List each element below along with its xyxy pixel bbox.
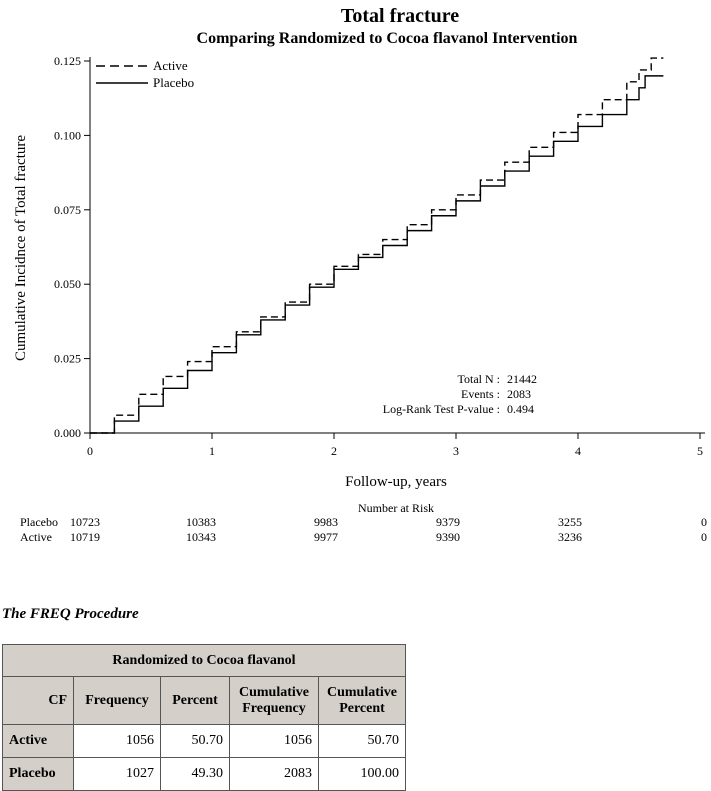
table-row: Placebo 1027 49.30 2083 100.00 [2, 757, 406, 791]
cell-frequency: 1056 [73, 724, 161, 758]
legend-label: Placebo [153, 75, 194, 90]
cell-cumulative-frequency: 1056 [229, 724, 319, 758]
risk-row-label: Active [20, 530, 52, 544]
chart-title: Total fracture [341, 5, 459, 27]
chart: Total fracture Comparing Randomized to C… [13, 5, 707, 544]
cell-cumulative-percent: 100.00 [318, 757, 406, 791]
x-tick-label: 0 [87, 444, 93, 458]
header-cumulative-percent: Cumulative Percent [318, 676, 406, 725]
legend-label: Active [153, 58, 188, 73]
row-label: Placebo [2, 757, 74, 791]
risk-value: 9379 [436, 515, 460, 529]
cell-cumulative-percent: 50.70 [318, 724, 406, 758]
risk-value: 10719 [70, 530, 100, 544]
cell-percent: 50.70 [160, 724, 230, 758]
y-tick-label: 0.025 [54, 352, 81, 366]
x-axis-label: Follow-up, years [345, 474, 447, 490]
y-tick-label: 0.075 [54, 203, 81, 217]
header-cumulative-frequency: Cumulative Frequency [229, 676, 319, 725]
risk-value: 10343 [186, 530, 216, 544]
risk-value: 0 [701, 530, 707, 544]
y-axis-label: Cumulative Incidnce of Total fracture [13, 135, 29, 361]
x-tick-label: 1 [209, 444, 215, 458]
stat-value: 2083 [507, 387, 531, 401]
axes: 0 1 2 3 4 5 0.000 0.025 0.050 0.075 0.100 0.125 [54, 54, 705, 458]
header-frequency: Frequency [73, 676, 161, 725]
row-label: Active [2, 724, 74, 758]
risk-value: 10383 [186, 515, 216, 529]
stat-value: 21442 [507, 372, 537, 386]
series-line-placebo [90, 75, 664, 434]
risk-value: 9977 [314, 530, 338, 544]
header-cf: CF [2, 676, 74, 725]
table-row: Active 1056 50.70 1056 50.70 [2, 724, 406, 758]
risk-value: 9983 [314, 515, 338, 529]
freq-table-title: Randomized to Cocoa flavanol [2, 644, 406, 677]
stat-label: Total N : [458, 372, 501, 386]
y-tick-label: 0.100 [54, 128, 81, 142]
y-tick-label: 0.125 [54, 54, 81, 68]
cell-frequency: 1027 [73, 757, 161, 791]
plot-lines [90, 57, 664, 434]
y-tick-label: 0.000 [54, 426, 81, 440]
risk-value: 10723 [70, 515, 100, 529]
risk-table: Number at Risk Placebo 10723 10383 9983 9379 3… [20, 501, 707, 544]
freq-procedure-title: The FREQ Procedure [2, 606, 139, 622]
stats-box: Total N : 21442 Events : 2083 Log-Rank Test … [383, 372, 537, 416]
frequency-table: Randomized to Cocoa flavanol CF Frequenc… [2, 644, 406, 791]
header-percent: Percent [160, 676, 230, 725]
x-tick-label: 5 [697, 444, 703, 458]
risk-value: 9390 [436, 530, 460, 544]
risk-table-title: Number at Risk [358, 501, 434, 515]
x-tick-label: 3 [453, 444, 459, 458]
cell-cumulative-frequency: 2083 [229, 757, 319, 791]
risk-value: 0 [701, 515, 707, 529]
risk-row-label: Placebo [20, 515, 58, 529]
legend: Active Placebo [96, 58, 194, 90]
stat-label: Events : [461, 387, 500, 401]
cell-percent: 49.30 [160, 757, 230, 791]
y-tick-label: 0.050 [54, 277, 81, 291]
stat-value: 0.494 [507, 402, 534, 416]
series-line-active [90, 57, 664, 434]
risk-value: 3255 [558, 515, 582, 529]
stat-label: Log-Rank Test P-value : [383, 402, 500, 416]
x-tick-label: 2 [331, 444, 337, 458]
chart-subtitle: Comparing Randomized to Cocoa flavanol I… [197, 30, 578, 47]
x-tick-label: 4 [575, 444, 581, 458]
risk-value: 3236 [558, 530, 582, 544]
